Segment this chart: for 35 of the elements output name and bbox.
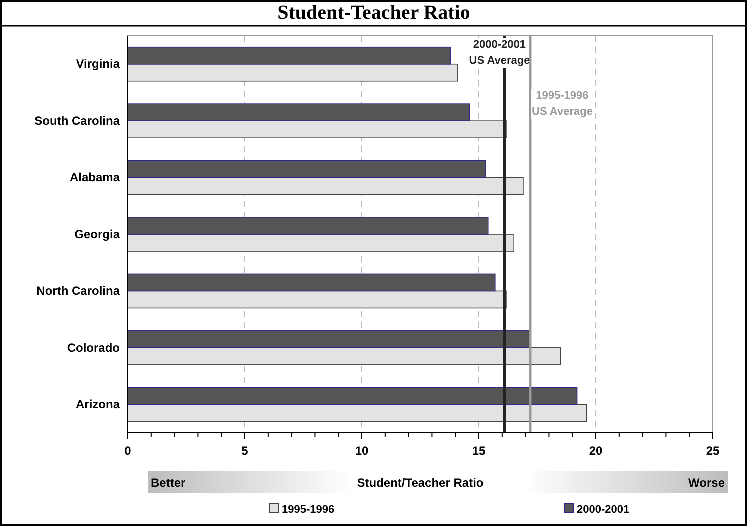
ref-line-label: 2000-2001 US Average: [469, 39, 530, 67]
bar: [128, 234, 514, 252]
bar: [128, 330, 531, 348]
x-tick-label: 5: [242, 444, 249, 458]
y-tick-label: Georgia: [74, 227, 120, 242]
y-tick-label: Alabama: [70, 170, 120, 185]
legend-label: 1995-1996: [282, 504, 335, 516]
x-tick-label: 25: [706, 444, 720, 458]
x-axis-title: Student/Teacher Ratio: [357, 476, 484, 490]
bar: [128, 290, 508, 309]
y-tick-label: South Carolina: [34, 114, 120, 128]
y-tick-label: Arizona: [76, 397, 120, 412]
bar: [128, 104, 470, 122]
text: Better: [151, 476, 186, 490]
bar: [128, 120, 508, 138]
bar: [128, 160, 486, 178]
bar: [128, 387, 578, 406]
y-tick-label: Virginia: [76, 57, 120, 72]
x-tick-label: 10: [355, 444, 369, 458]
bar: [128, 404, 588, 422]
x-tick-label: 0: [124, 444, 132, 458]
chart-title: Student-Teacher Ratio: [278, 2, 470, 24]
legend-label: 2000-2001: [577, 504, 630, 516]
y-tick-label: Colorado: [67, 340, 120, 355]
y-tick-label: North Carolina: [36, 284, 120, 298]
bar: [128, 46, 452, 65]
text: Worse: [688, 476, 726, 490]
x-tick-label: 20: [589, 444, 603, 458]
ref-line-label: 1995-1996 US Average: [532, 90, 593, 118]
bar: [128, 64, 458, 82]
bar: [128, 217, 489, 235]
bar: [128, 274, 496, 292]
bar: [128, 348, 562, 366]
x-tick-label: 15: [472, 444, 486, 458]
bar: [128, 177, 524, 196]
